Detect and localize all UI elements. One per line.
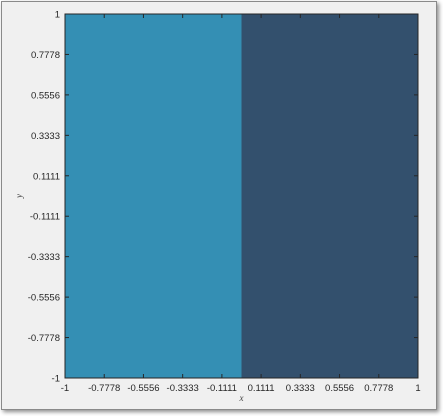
x-axis-title: x bbox=[239, 393, 244, 403]
axes-box bbox=[64, 13, 419, 379]
x-tick-label: -0.5556 bbox=[127, 383, 159, 394]
y-tick-label: -0.3333 bbox=[28, 252, 60, 263]
y-tick-label: 0.5556 bbox=[31, 90, 60, 101]
x-tick-label: 0.3333 bbox=[286, 383, 315, 394]
y-tick-label: -0.7778 bbox=[28, 333, 60, 344]
region-1 bbox=[241, 14, 418, 378]
x-tick-label: 0.5556 bbox=[325, 383, 354, 394]
figure-window: -1 -0.7778 -0.5556 -0.3333 -0.1111 0.1111 0.33… bbox=[1, 1, 437, 410]
y-tick-label: -1 bbox=[52, 374, 60, 385]
x-tick-label: 0.7778 bbox=[364, 383, 393, 394]
y-tick-label: 0.7778 bbox=[31, 50, 60, 61]
y-tick-label: 0.1111 bbox=[33, 171, 60, 182]
y-tick-label: -0.1111 bbox=[30, 212, 60, 223]
ticks-layer: -1 -0.7778 -0.5556 -0.3333 -0.1111 0.1111 0.33… bbox=[28, 10, 421, 395]
x-tick-label: -1 bbox=[61, 383, 69, 394]
x-tick-label: -0.3333 bbox=[167, 383, 199, 394]
y-tick-label: -0.5556 bbox=[28, 293, 60, 304]
y-tick-label: 0.3333 bbox=[31, 131, 60, 142]
y-axis-title: y bbox=[14, 194, 24, 199]
x-tick-label: 1 bbox=[415, 383, 420, 394]
x-tick-label: 0.1111 bbox=[248, 383, 275, 394]
x-tick-label: -0.7778 bbox=[88, 383, 120, 394]
x-tick-label: -0.1111 bbox=[207, 383, 237, 394]
chart-canvas: -1 -0.7778 -0.5556 -0.3333 -0.1111 0.1111 0.33… bbox=[14, 10, 421, 404]
regions-layer bbox=[65, 14, 418, 378]
region-0 bbox=[65, 14, 242, 378]
y-tick-label: 1 bbox=[55, 10, 60, 21]
